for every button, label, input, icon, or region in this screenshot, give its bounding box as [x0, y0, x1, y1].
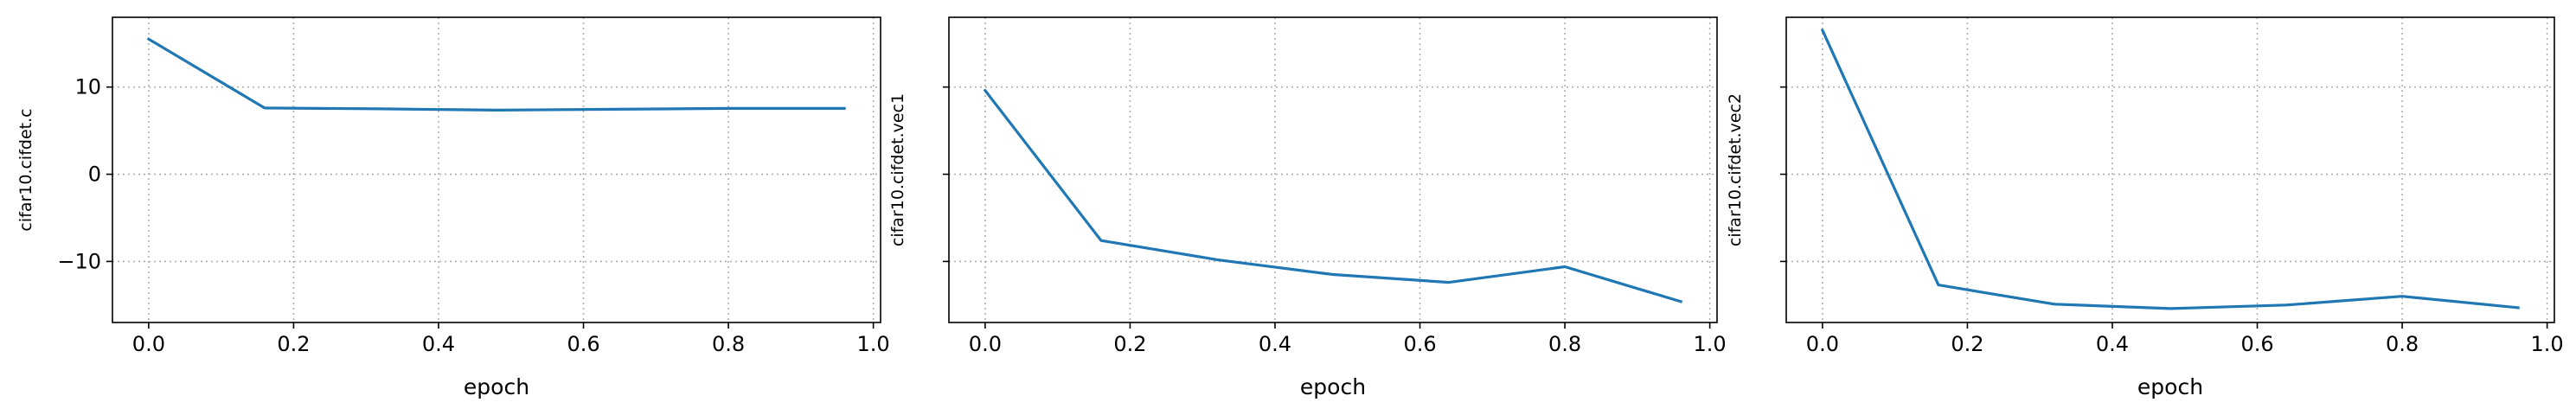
x-tick-label: 1.0 — [1694, 332, 1727, 356]
axes-frame — [112, 16, 881, 323]
x-axis-label: epoch — [1300, 374, 1366, 399]
x-tick-label: 0.8 — [712, 332, 745, 356]
x-tick-label: 0.4 — [1259, 332, 1291, 356]
chart-panel-3: 0.0 0.2 0.4 0.6 0.8 1.0 epoch cifar10.cifdet.ve… — [1726, 16, 2564, 399]
y-tick-label: 0 — [88, 163, 101, 187]
x-tick-label: 0.6 — [567, 332, 599, 356]
axes-frame — [948, 16, 1718, 323]
y-tick-label: −10 — [57, 249, 101, 273]
x-tick-label: 0.0 — [132, 332, 165, 356]
x-tick-label: 0.8 — [2386, 332, 2419, 356]
chart-panels: 0.0 0.2 0.4 0.6 0.8 1.0 −10 0 10 epoch cifar10.cif… — [16, 16, 2564, 399]
x-tick-label: 0.4 — [422, 332, 455, 356]
chart-panel-1: 0.0 0.2 0.4 0.6 0.8 1.0 −10 0 10 epoch cifar10.cif… — [16, 16, 890, 399]
x-tick-label: 0.8 — [1548, 332, 1581, 356]
x-axis-label: epoch — [2137, 374, 2203, 399]
y-axis-label: cifar10.cifdet.c — [16, 108, 35, 231]
x-tick-label: 0.2 — [277, 332, 310, 356]
x-tick-label: 0.0 — [969, 332, 1002, 356]
x-tick-label: 0.0 — [1806, 332, 1839, 356]
y-tick-label: 10 — [74, 75, 101, 99]
x-tick-label: 0.4 — [2096, 332, 2129, 356]
axes-frame — [1785, 16, 2555, 323]
x-tick-label: 0.6 — [2240, 332, 2273, 356]
x-tick-label: 1.0 — [2531, 332, 2564, 356]
x-tick-label: 0.2 — [1113, 332, 1146, 356]
x-axis-label: epoch — [464, 374, 529, 399]
chart-panel-2: 0.0 0.2 0.4 0.6 0.8 1.0 epoch cifar10.cifdet.ve… — [888, 16, 1727, 399]
x-tick-label: 1.0 — [857, 332, 890, 356]
y-axis-label: cifar10.cifdet.vec1 — [888, 93, 907, 246]
x-tick-label: 0.6 — [1403, 332, 1436, 356]
y-axis-label: cifar10.cifdet.vec2 — [1726, 93, 1745, 246]
x-tick-label: 0.2 — [1951, 332, 1983, 356]
